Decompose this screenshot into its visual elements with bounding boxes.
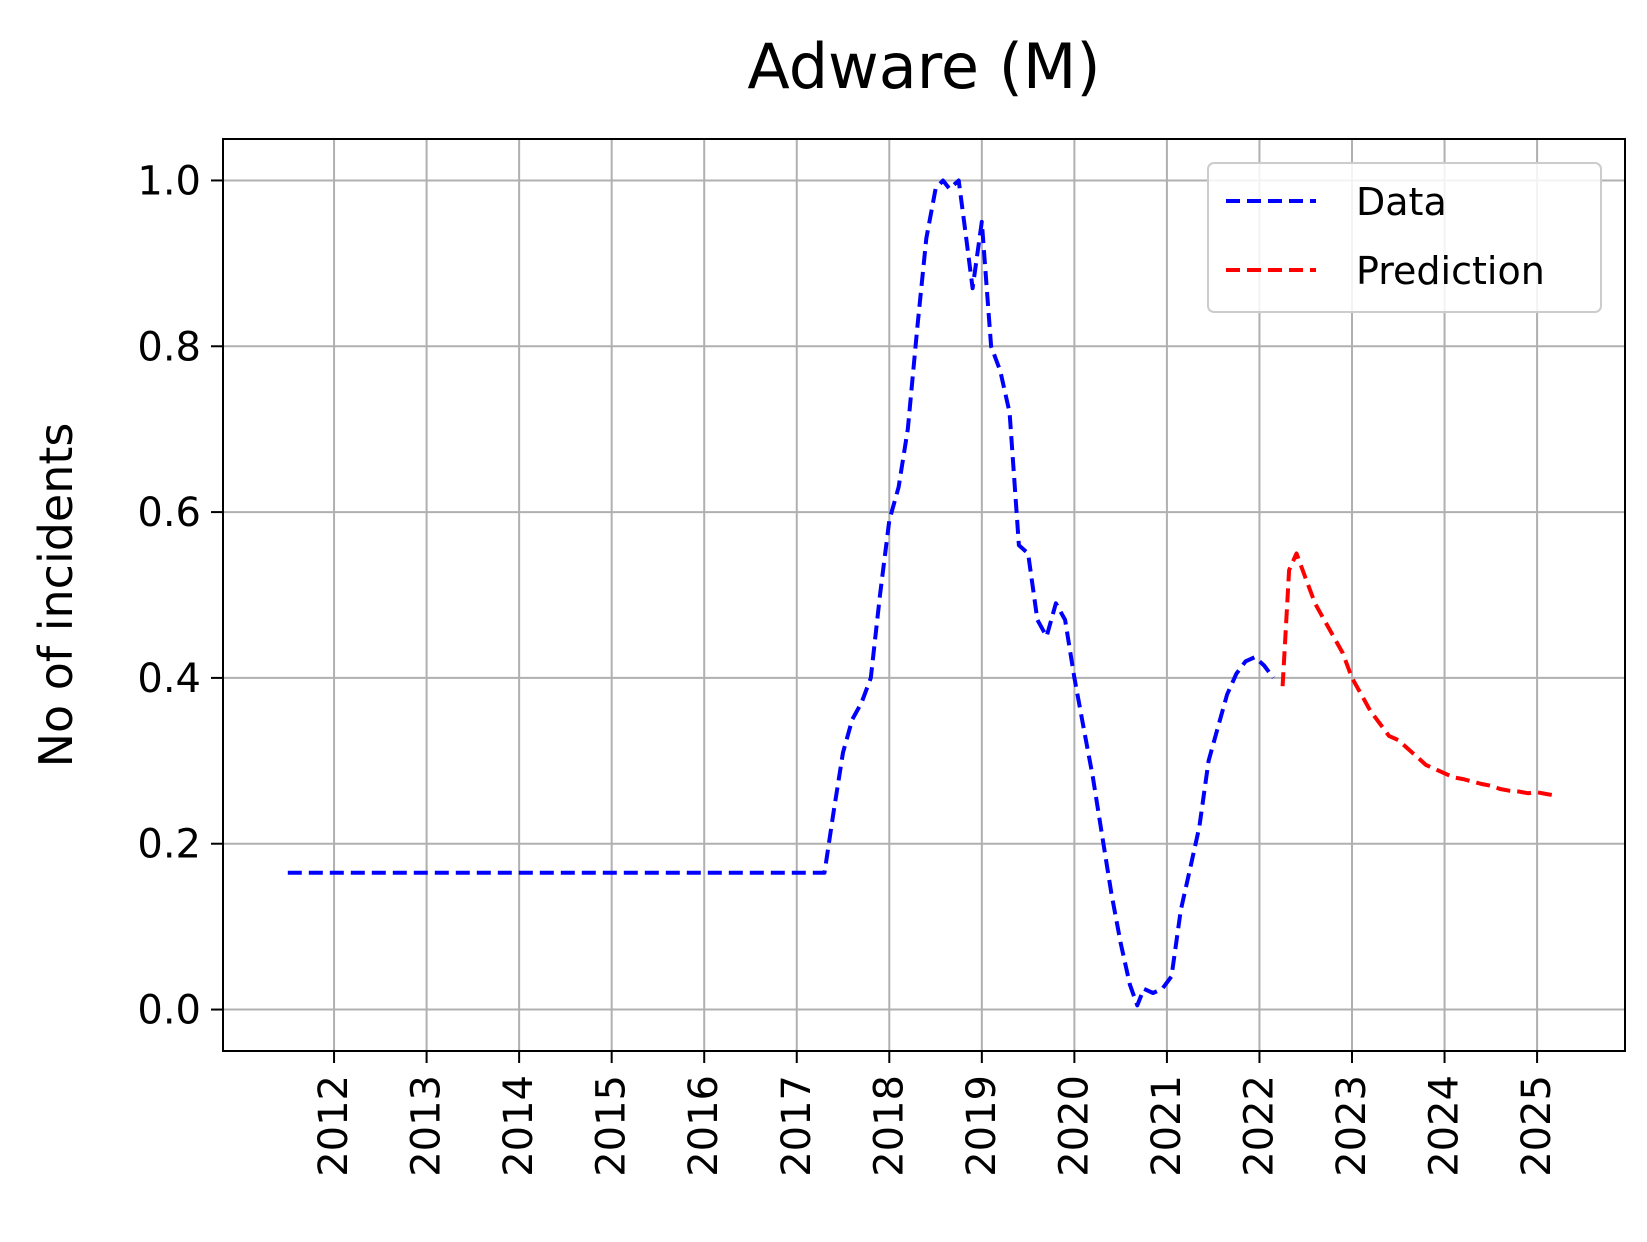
x-tick-label: 2022 (1236, 1075, 1282, 1177)
series-line-prediction (1280, 551, 1556, 798)
series-line-data (287, 178, 1275, 1008)
legend-box (1207, 162, 1602, 313)
y-tick-label: 0.0 (137, 988, 201, 1034)
x-tick-label: 2014 (496, 1075, 542, 1177)
x-tick-label: 2020 (1051, 1075, 1097, 1177)
x-tick-label: 2018 (866, 1075, 912, 1177)
y-tick-label: 0.6 (137, 490, 201, 536)
x-axis-ticks: 2012 2013 2014 2015 2016 2017 2018 2019 2020 2021… (311, 1051, 1560, 1177)
legend-label-data: Data (1356, 180, 1447, 224)
x-tick-label: 2016 (681, 1075, 727, 1177)
y-tick-label: 0.8 (137, 324, 201, 370)
x-tick-label: 2012 (311, 1075, 357, 1177)
y-tick-label: 0.2 (137, 822, 201, 868)
x-tick-label: 2015 (589, 1075, 635, 1177)
plot-frame (222, 138, 1626, 1052)
y-tick-label: 0.4 (137, 656, 201, 702)
y-tick-label: 1.0 (137, 158, 201, 204)
x-tick-label: 2023 (1329, 1075, 1375, 1177)
y-axis-label: No of incidents (29, 423, 83, 768)
plot-series (287, 178, 1556, 1008)
x-tick-label: 2013 (404, 1075, 450, 1177)
x-tick-label: 2019 (959, 1075, 1005, 1177)
legend: Data Prediction (1207, 162, 1602, 313)
x-tick-label: 2017 (774, 1075, 820, 1177)
x-tick-label: 2021 (1144, 1075, 1190, 1177)
legend-label-prediction: Prediction (1356, 249, 1545, 293)
y-axis-ticks: 0.0 0.2 0.4 0.6 0.8 1.0 (137, 158, 223, 1034)
x-tick-label: 2024 (1422, 1075, 1468, 1177)
chart-title: Adware (M) (747, 30, 1100, 103)
x-tick-label: 2025 (1514, 1075, 1560, 1177)
